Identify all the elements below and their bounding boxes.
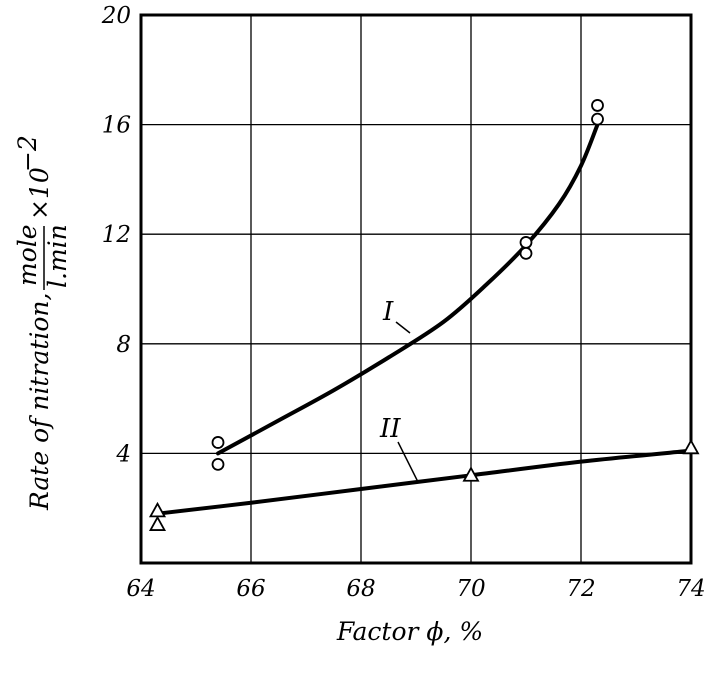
y-tick-label: 4 (115, 441, 131, 467)
y-axis-title-fraction-denominator: l.min (43, 224, 72, 288)
x-tick-label: 72 (566, 576, 595, 602)
series-I-point (211, 457, 225, 471)
series-II-leader-line (397, 441, 419, 483)
series-II-point (462, 466, 480, 482)
y-axis-ticks: 4 8 12 16 20 (101, 3, 131, 467)
series-I-point (211, 436, 225, 449)
series-II-point (148, 515, 167, 531)
series-II-point (682, 438, 700, 455)
y-tick-label: 16 (102, 113, 131, 139)
x-tick-label: 68 (346, 576, 375, 602)
y-axis-title-prefix: Rate of nitration, (25, 293, 54, 511)
series-I-point (591, 99, 604, 112)
series-I-line (216, 122, 600, 456)
x-tick-label: 74 (676, 576, 705, 602)
series-I-point (519, 246, 533, 260)
x-tick-label: 64 (126, 576, 155, 602)
x-axis-ticks: 64 66 68 70 72 74 (126, 576, 705, 602)
series-I-leader-line (395, 321, 411, 334)
y-tick-label: 12 (102, 222, 131, 248)
x-tick-label: 66 (236, 576, 265, 602)
grid (141, 15, 691, 563)
series-I-point (591, 112, 604, 126)
series-I-label: I (382, 297, 394, 327)
series-II-label: II (379, 414, 401, 444)
y-axis-title-multiplier: ×10 (25, 167, 54, 220)
series-II-line (155, 448, 693, 516)
y-axis-title: Rate of nitration, mole l.min ×10 −2 (13, 135, 72, 511)
series-II-point (148, 501, 167, 518)
y-tick-label: 20 (101, 3, 131, 29)
plot-frame (139, 13, 693, 565)
series-markers (148, 99, 700, 531)
series-I-point (519, 236, 533, 249)
series-curves (155, 122, 693, 516)
y-axis-title-fraction-numerator: mole (13, 224, 42, 286)
y-tick-label: 8 (116, 332, 131, 358)
y-axis-title-exponent: −2 (13, 135, 42, 172)
x-tick-label: 70 (456, 576, 485, 602)
x-axis-title: Factor ϕ, % (336, 617, 483, 646)
